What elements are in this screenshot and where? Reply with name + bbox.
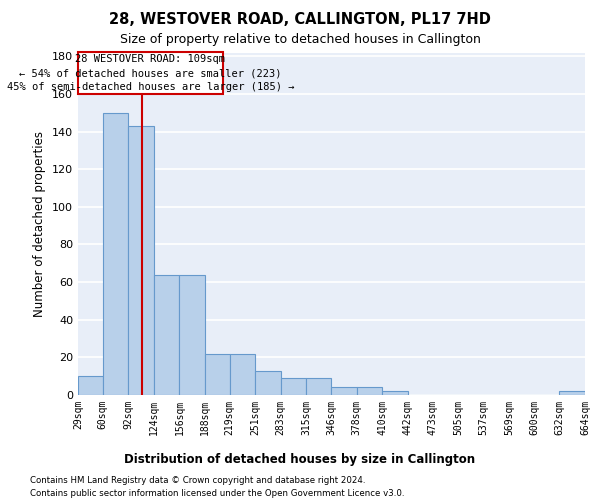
Text: 45% of semi-detached houses are larger (185) →: 45% of semi-detached houses are larger (… <box>7 82 294 92</box>
Bar <box>307 378 331 395</box>
Text: 28 WESTOVER ROAD: 109sqm: 28 WESTOVER ROAD: 109sqm <box>75 54 225 64</box>
Bar <box>179 274 205 395</box>
Y-axis label: Number of detached properties: Number of detached properties <box>34 130 46 317</box>
Text: Size of property relative to detached houses in Callington: Size of property relative to detached ho… <box>119 32 481 46</box>
Text: 28, WESTOVER ROAD, CALLINGTON, PL17 7HD: 28, WESTOVER ROAD, CALLINGTON, PL17 7HD <box>109 12 491 28</box>
Bar <box>559 391 585 395</box>
Bar <box>78 376 103 395</box>
Text: ← 54% of detached houses are smaller (223): ← 54% of detached houses are smaller (22… <box>19 68 281 78</box>
Bar <box>356 388 382 395</box>
Bar <box>103 112 128 395</box>
Bar <box>255 370 281 395</box>
Bar <box>78 52 223 94</box>
Text: Contains public sector information licensed under the Open Government Licence v3: Contains public sector information licen… <box>30 489 404 498</box>
Bar <box>230 354 255 395</box>
Text: Distribution of detached houses by size in Callington: Distribution of detached houses by size … <box>124 452 476 466</box>
Bar <box>154 274 179 395</box>
Bar <box>382 391 408 395</box>
Text: Contains HM Land Registry data © Crown copyright and database right 2024.: Contains HM Land Registry data © Crown c… <box>30 476 365 485</box>
Bar <box>128 126 154 395</box>
Bar <box>331 388 356 395</box>
Bar <box>281 378 307 395</box>
Bar <box>205 354 230 395</box>
